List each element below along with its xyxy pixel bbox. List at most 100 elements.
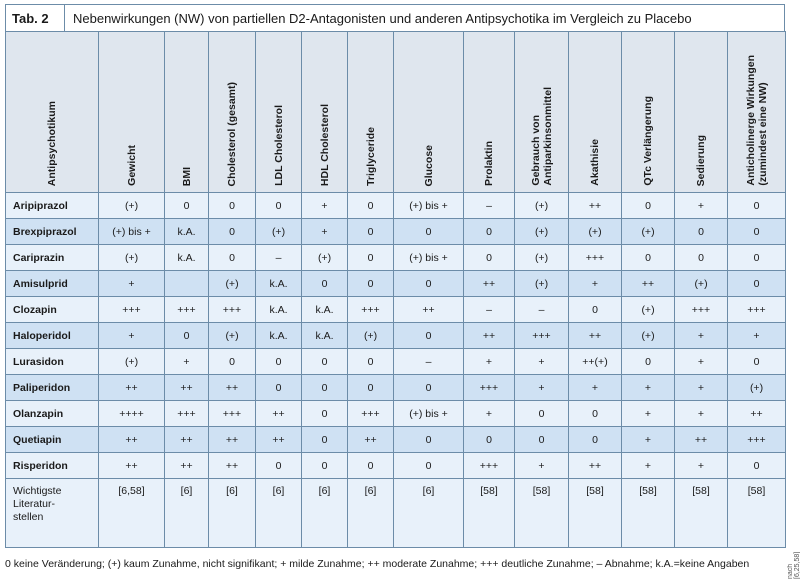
table-cell: + <box>463 400 515 427</box>
literature-cell: [6,58] <box>98 478 165 548</box>
table-cell: (+) <box>301 244 348 271</box>
literature-cell: [6] <box>208 478 256 548</box>
table-cell: + <box>674 192 728 219</box>
table-cell: + <box>463 348 515 375</box>
table-cell: ++ <box>208 452 256 479</box>
table-cell: (+) <box>208 270 256 297</box>
table-cell: 0 <box>208 348 256 375</box>
table-cell: 0 <box>208 244 256 271</box>
column-header-label: Cholesterol (gesamt) <box>226 81 238 186</box>
table-cell: ++ <box>463 270 515 297</box>
table-cell: 0 <box>255 452 302 479</box>
table-row: Aripiprazol (+) 0 0 0 +0 (+) bis + – (+) ++ 0 +0 <box>5 192 786 219</box>
table-cell: 0 <box>164 322 209 349</box>
legend-footnote: 0 keine Veränderung; (+) kaum Zunahme, n… <box>5 558 750 570</box>
column-header: BMI <box>164 31 209 193</box>
table-cell: 0 <box>674 218 728 245</box>
table-cell: 0 <box>463 244 515 271</box>
table-cell: – <box>514 296 569 323</box>
column-header-label: HDL Cholesterol <box>318 103 331 186</box>
table-cell: + <box>514 452 569 479</box>
table-cell: 0 <box>301 348 348 375</box>
table-cell: +++ <box>727 426 786 453</box>
table-row: Cariprazin (+) k.A. 0– (+) 0 (+) bis +0 (+) +++ 0… <box>5 244 786 271</box>
literature-cell: [58] <box>463 478 515 548</box>
column-header-label: BMI <box>180 166 193 186</box>
table-cell: +++ <box>98 296 165 323</box>
table-cell: + <box>674 348 728 375</box>
column-header: Antipsychotikum <box>5 31 99 193</box>
drug-name: Aripiprazol <box>5 192 99 219</box>
column-header: Glucose <box>393 31 464 193</box>
table-cell: +++ <box>347 296 394 323</box>
column-header: HDL Cholesterol <box>301 31 348 193</box>
table-cell: 0 <box>255 348 302 375</box>
table-cell: 0 <box>301 426 348 453</box>
table-cell: + <box>727 322 786 349</box>
table-cell: (+) bis + <box>393 400 464 427</box>
table-cell: (+) bis + <box>98 218 165 245</box>
table-cell: (+) <box>255 218 302 245</box>
drug-name: Amisulprid <box>5 270 99 297</box>
column-header: LDL Cholesterol <box>255 31 302 193</box>
table-cell: + <box>621 426 675 453</box>
column-header-label: Prolaktin <box>483 141 495 186</box>
literature-cell: [6] <box>393 478 464 548</box>
table-cell: 0 <box>568 400 622 427</box>
literature-row: Wichtigste Literatur-stellen [6,58] [6] [6][… <box>5 478 786 548</box>
literature-label: Wichtigste Literatur-stellen <box>5 478 99 548</box>
table-cell: +++ <box>164 400 209 427</box>
table-cell: 0 <box>514 426 569 453</box>
table-cell: + <box>674 374 728 401</box>
table-cell: 0 <box>393 270 464 297</box>
table-cell: 0 <box>347 270 394 297</box>
table-cell: 0 <box>568 426 622 453</box>
table-cell: ++ <box>568 192 622 219</box>
table-cell: k.A. <box>255 270 302 297</box>
table-cell: + <box>514 374 569 401</box>
column-header: Akathisie <box>568 31 622 193</box>
table-cell: + <box>301 218 348 245</box>
table-cell: +++ <box>514 322 569 349</box>
table-cell: 0 <box>164 192 209 219</box>
table-cell: k.A. <box>301 296 348 323</box>
literature-cell: [58] <box>568 478 622 548</box>
table-cell: 0 <box>347 192 394 219</box>
table-cell: + <box>621 374 675 401</box>
table-cell: k.A. <box>255 296 302 323</box>
table-cell: + <box>98 270 165 297</box>
literature-cell: [6] <box>164 478 209 548</box>
table-cell: k.A. <box>255 322 302 349</box>
column-header: Gebrauch von Antiparkinsonmittel <box>514 31 569 193</box>
column-header-label: Akathisie <box>589 139 601 186</box>
table-cell: ++ <box>208 374 256 401</box>
table-cell: (+) bis + <box>393 192 464 219</box>
table-cell: – <box>393 348 464 375</box>
literature-cell: [6] <box>301 478 348 548</box>
table-cell: 0 <box>393 426 464 453</box>
table-cell: 0 <box>393 322 464 349</box>
drug-name: Olanzapin <box>5 400 99 427</box>
table-cell: ++ <box>393 296 464 323</box>
table-cell: – <box>255 244 302 271</box>
table-cell: (+) <box>514 218 569 245</box>
table-cell: 0 <box>347 244 394 271</box>
table-number: Tab. 2 <box>6 5 65 31</box>
table-cell: ++ <box>164 374 209 401</box>
table-cell: ++ <box>463 322 515 349</box>
table-cell: 0 <box>255 374 302 401</box>
column-header: QTc Verlängerung <box>621 31 675 193</box>
table-cell: +++ <box>568 244 622 271</box>
table-cell: ++ <box>98 426 165 453</box>
table-cell: ++ <box>727 400 786 427</box>
table-cell: k.A. <box>164 218 209 245</box>
table-cell: + <box>568 270 622 297</box>
column-header-label: LDL Cholesterol <box>272 105 285 186</box>
table-cell: 0 <box>347 452 394 479</box>
table-cell: + <box>674 400 728 427</box>
table-cell: + <box>674 322 728 349</box>
column-header: Gewicht <box>98 31 165 193</box>
table-cell: ++ <box>98 452 165 479</box>
table-cell: 0 <box>301 452 348 479</box>
table-cell: – <box>463 296 515 323</box>
